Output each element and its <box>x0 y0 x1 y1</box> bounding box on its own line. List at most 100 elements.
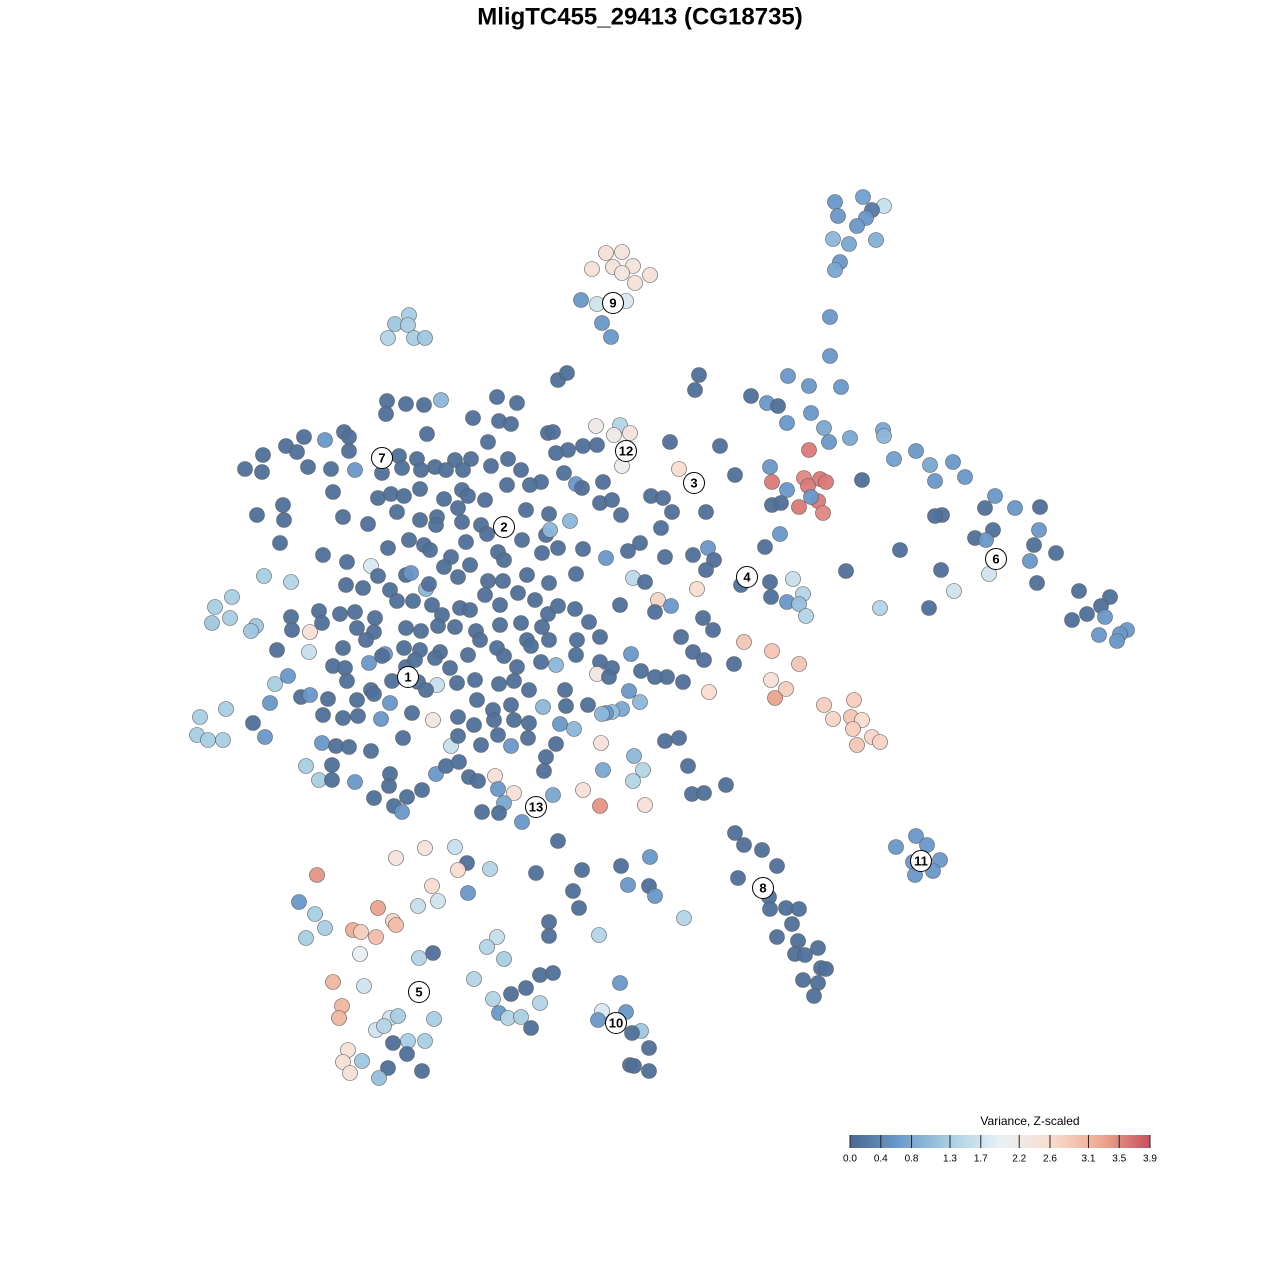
cell-point <box>795 972 811 988</box>
cell-point <box>676 910 692 926</box>
cell-point <box>398 396 414 412</box>
cell-point <box>727 825 743 841</box>
cell-point <box>379 393 395 409</box>
cell-point <box>495 573 511 589</box>
cell-point <box>816 420 832 436</box>
cell-point <box>816 697 832 713</box>
cell-point <box>773 495 789 511</box>
cluster-marker <box>605 1012 627 1034</box>
cell-point <box>355 580 371 596</box>
cell-point <box>315 547 331 563</box>
cell-point <box>908 443 924 459</box>
cell-point <box>545 424 561 440</box>
cell-point <box>815 505 831 521</box>
cell-point <box>614 244 630 260</box>
cell-point <box>450 862 466 878</box>
cell-point <box>289 444 305 460</box>
cell-point <box>450 709 466 725</box>
cell-point <box>542 522 558 538</box>
cell-point <box>401 532 417 548</box>
cell-point <box>430 893 446 909</box>
cluster-label: 3 <box>690 475 697 490</box>
cluster-label: 11 <box>914 853 928 868</box>
cell-point <box>908 828 924 844</box>
cell-point <box>780 368 796 384</box>
cell-point <box>575 541 591 557</box>
cell-point <box>400 317 416 333</box>
cell-point <box>521 715 537 731</box>
cell-point <box>845 721 861 737</box>
cell-point <box>541 928 557 944</box>
cell-point <box>323 461 339 477</box>
cell-point <box>382 582 398 598</box>
cluster-marker <box>615 440 637 462</box>
cell-point <box>791 656 807 672</box>
cell-point <box>506 673 522 689</box>
cell-point <box>470 773 486 789</box>
cell-point <box>337 660 353 676</box>
cell-point <box>353 924 369 940</box>
cell-point <box>620 543 636 559</box>
cell-point <box>320 691 336 707</box>
cell-point <box>589 437 605 453</box>
cell-point <box>825 711 841 727</box>
cluster-label: 4 <box>743 569 751 584</box>
cell-point <box>641 1040 657 1056</box>
cell-point <box>413 462 429 478</box>
cell-point <box>339 673 355 689</box>
cell-point <box>302 624 318 640</box>
cell-point <box>514 532 530 548</box>
cell-point <box>361 655 377 671</box>
cell-point <box>591 927 607 943</box>
cell-point <box>671 461 687 477</box>
cell-point <box>414 1063 430 1079</box>
cell-point <box>762 574 778 590</box>
colorbar-tick-label: 2.2 <box>1012 1154 1026 1165</box>
cell-point <box>414 782 430 798</box>
cell-point <box>727 467 743 483</box>
cell-point <box>454 514 470 530</box>
cell-point <box>425 945 441 961</box>
cell-point <box>506 785 522 801</box>
cluster-label: 5 <box>415 984 422 999</box>
cell-point <box>620 877 636 893</box>
cell-point <box>612 975 628 991</box>
cell-point <box>810 975 826 991</box>
cell-point <box>580 697 596 713</box>
cell-point <box>846 692 862 708</box>
cell-point <box>673 629 689 645</box>
cell-point <box>354 1053 370 1069</box>
cell-point <box>460 885 476 901</box>
cell-point <box>779 482 795 498</box>
cell-point <box>764 474 780 490</box>
cell-point <box>349 620 365 636</box>
cell-point <box>1048 545 1064 561</box>
cell-point <box>430 618 446 634</box>
cell-point <box>317 920 333 936</box>
cell-point <box>532 995 548 1011</box>
cell-point <box>496 951 512 967</box>
colorbar-tick-label: 0.4 <box>874 1154 888 1165</box>
cell-point <box>769 929 785 945</box>
cell-point <box>338 577 354 593</box>
cell-point <box>425 712 441 728</box>
cell-point <box>243 623 259 639</box>
cell-point <box>283 609 299 625</box>
cell-point <box>757 539 773 555</box>
cell-point <box>436 559 452 575</box>
cell-point <box>922 457 938 473</box>
cell-point <box>743 388 759 404</box>
cell-point <box>613 507 629 523</box>
cell-point <box>460 488 476 504</box>
cell-point <box>491 805 507 821</box>
cell-point <box>538 749 554 765</box>
cell-point <box>335 640 351 656</box>
cell-point <box>838 563 854 579</box>
cell-point <box>373 711 389 727</box>
cell-point <box>568 566 584 582</box>
cell-point <box>754 842 770 858</box>
cell-point <box>664 504 680 520</box>
cell-point <box>559 365 575 381</box>
